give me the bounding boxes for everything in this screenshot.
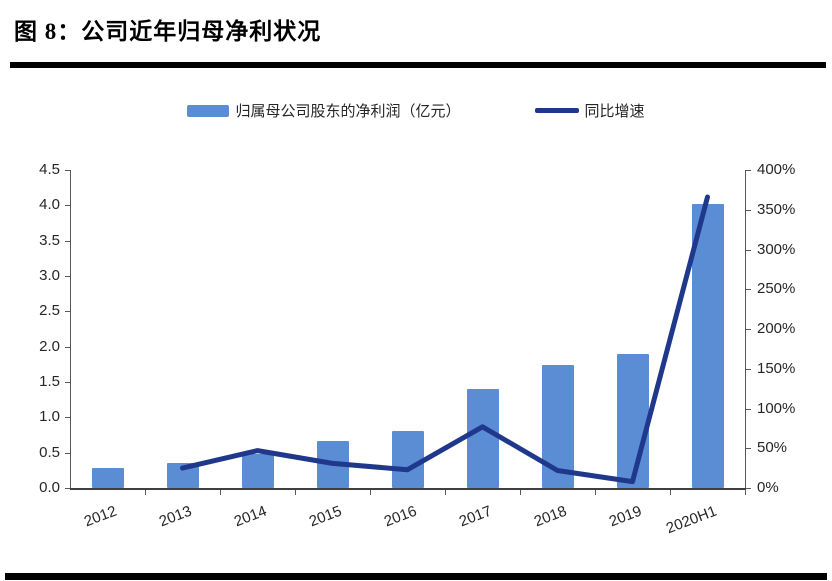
y-axis-left-tick [65,488,70,489]
x-axis-tick [295,490,296,495]
y-axis-tick-label-left: 1.0 [39,408,60,426]
y-axis-left-tick [65,240,70,242]
bar [91,468,124,488]
y-axis-tick-label-right: 0% [757,479,779,496]
y-axis-left-tick [65,170,70,171]
y-axis-left-tick [65,311,70,313]
bar [541,365,574,488]
chart-legend: 归属母公司股东的净利润（亿元） 同比增速 [0,100,832,121]
figure-bottom-rule [5,573,827,580]
legend-item-yoy-growth: 同比增速 [534,100,645,121]
y-axis-left-tick [65,346,70,348]
figure-title: 图 8：公司近年归母净利状况 [14,19,322,44]
bar [391,431,424,488]
y-axis-right-tick [746,368,751,370]
y-axis-right-tick [746,170,751,171]
y-axis-tick-label-left: 4.0 [39,196,60,214]
x-axis-tick [445,490,446,495]
x-axis-label: 2012 [81,502,119,531]
x-axis-tick [670,490,671,495]
x-axis-label: 2018 [531,502,569,531]
bar [316,441,349,488]
x-axis-label: 2016 [381,502,419,531]
x-axis-label: 2013 [156,502,194,531]
bar-series-swatch [187,104,230,117]
y-axis-tick-label-left: 3.0 [39,267,60,284]
y-axis-right-tick [746,408,751,410]
x-axis-label: 2019 [606,502,644,531]
y-axis-tick-label-left: 2.5 [39,302,60,320]
y-axis-tick-label-right: 200% [757,320,796,337]
x-axis-tick [370,490,371,495]
x-axis-tick [595,490,596,495]
x-axis-label: 2017 [456,502,494,531]
y-axis-left-tick [65,417,70,419]
legend-label-net-profit: 归属母公司股东的净利润（亿元） [235,103,461,120]
y-axis-right-tick [746,329,751,330]
y-axis-tick-label-right: 350% [757,200,796,218]
bar [691,203,724,488]
y-axis-tick-label-right: 100% [757,399,796,417]
y-axis-right-tick [746,488,751,489]
y-axis-tick-label-right: 250% [757,280,796,298]
x-axis-tick [145,490,146,495]
x-axis-line [70,488,746,490]
y-axis-left-tick [65,452,70,454]
legend-item-net-profit: 归属母公司股东的净利润（亿元） [187,100,461,121]
y-axis-left-tick [65,205,70,207]
bar [166,463,199,488]
y-axis-right-line [745,170,746,488]
y-axis-left-tick [65,382,70,383]
y-axis-tick-label-left: 0.5 [39,443,60,461]
x-axis-tick [745,490,746,495]
y-axis-tick-label-left: 3.5 [39,231,60,249]
line-series-swatch [534,108,579,113]
y-axis-right-tick [746,209,751,211]
x-axis-tick [220,490,221,495]
y-axis-tick-label-left: 4.5 [39,161,60,178]
y-axis-tick-label-left: 0.0 [39,479,60,496]
y-axis-right-tick [746,249,751,251]
y-axis-tick-label-right: 50% [757,439,788,457]
x-axis-label: 2020H1 [663,502,719,538]
y-axis-right-tick [746,289,751,291]
y-axis-tick-label-right: 150% [757,359,796,377]
legend-label-yoy-growth: 同比增速 [584,103,645,120]
y-axis-left-line [70,170,71,488]
bar [466,389,499,488]
y-axis-tick-label-left: 1.5 [39,373,60,390]
title-separator-rule [10,62,826,68]
bar [616,354,649,488]
y-axis-tick-label-right: 300% [757,240,796,258]
x-axis-tick [520,490,521,495]
y-axis-right-tick [746,448,751,450]
y-axis-tick-label-left: 2.0 [39,337,60,355]
y-axis-tick-label-right: 400% [757,161,796,178]
y-axis-left-tick [65,276,70,277]
x-axis-label: 2015 [306,502,344,531]
bar [241,454,274,488]
x-axis-label: 2014 [231,502,269,531]
